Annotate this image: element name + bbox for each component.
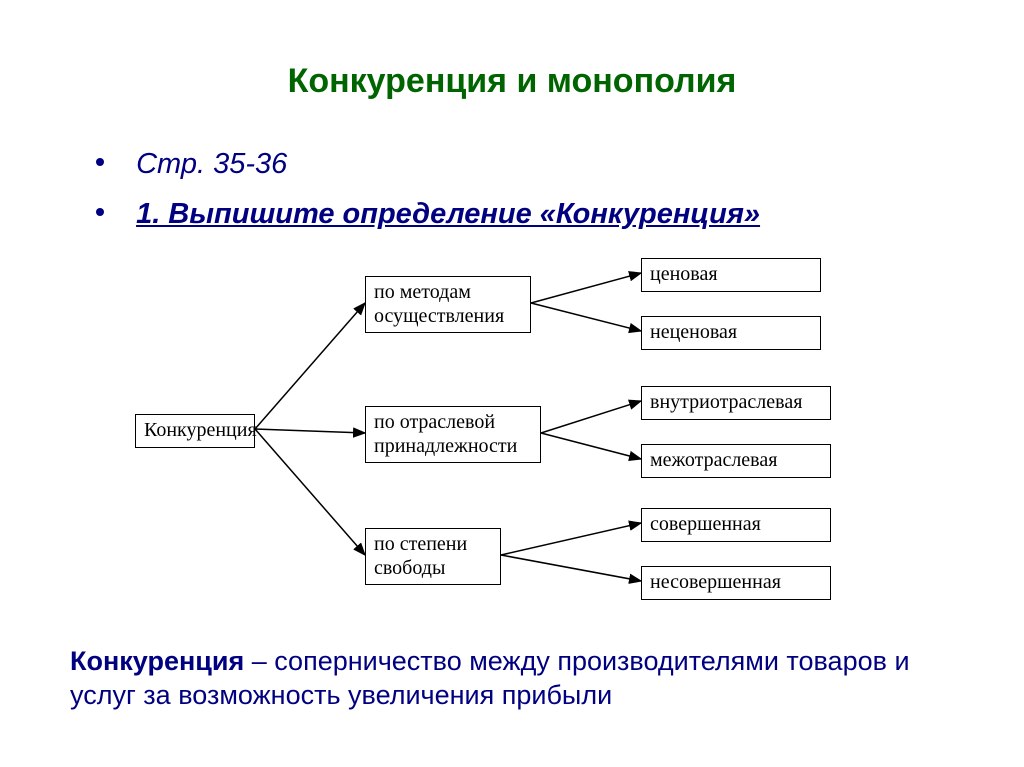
diagram-edge [255, 303, 365, 429]
bullet-dot-icon [96, 158, 104, 166]
diagram-node-l31: совершенная [641, 508, 831, 542]
diagram-edge [501, 555, 641, 581]
diagram-edge [531, 303, 641, 331]
diagram-node-root: Конкуренция [135, 414, 255, 448]
bullet-text-1: Стр. 35-36 [136, 148, 287, 180]
slide: Конкуренция и монополия Стр. 35-36 1. Вы… [0, 0, 1024, 767]
bullet-item-1: Стр. 35-36 [96, 148, 287, 181]
diagram-edge [501, 523, 641, 555]
diagram-node-l32: несовершенная [641, 566, 831, 600]
bullet-text-2: 1. Выпишите определение «Конкуренция» [136, 198, 760, 230]
diagram-node-m2: по отраслевойпринадлежности [365, 406, 541, 463]
diagram-edge [541, 433, 641, 459]
diagram-node-l21: внутриотраслевая [641, 386, 831, 420]
diagram-edge [531, 273, 641, 303]
diagram-node-m3: по степенисвободы [365, 528, 501, 585]
diagram-edge [255, 429, 365, 433]
diagram-node-l22: межотраслевая [641, 444, 831, 478]
definition-term: Конкуренция [70, 646, 244, 676]
diagram-edge [541, 401, 641, 433]
diagram-node-m1: по методамосуществления [365, 276, 531, 333]
diagram-node-l12: неценовая [641, 316, 821, 350]
definition-text: Конкуренция – соперничество между произв… [70, 645, 950, 713]
page-title: Конкуренция и монополия [0, 62, 1024, 101]
bullet-dot-icon [96, 208, 104, 216]
diagram-edge [255, 429, 365, 555]
diagram-node-l11: ценовая [641, 258, 821, 292]
bullet-item-2: 1. Выпишите определение «Конкуренция» [96, 198, 760, 231]
competition-tree-diagram: Конкуренция по методамосуществления по отр… [135, 258, 905, 608]
